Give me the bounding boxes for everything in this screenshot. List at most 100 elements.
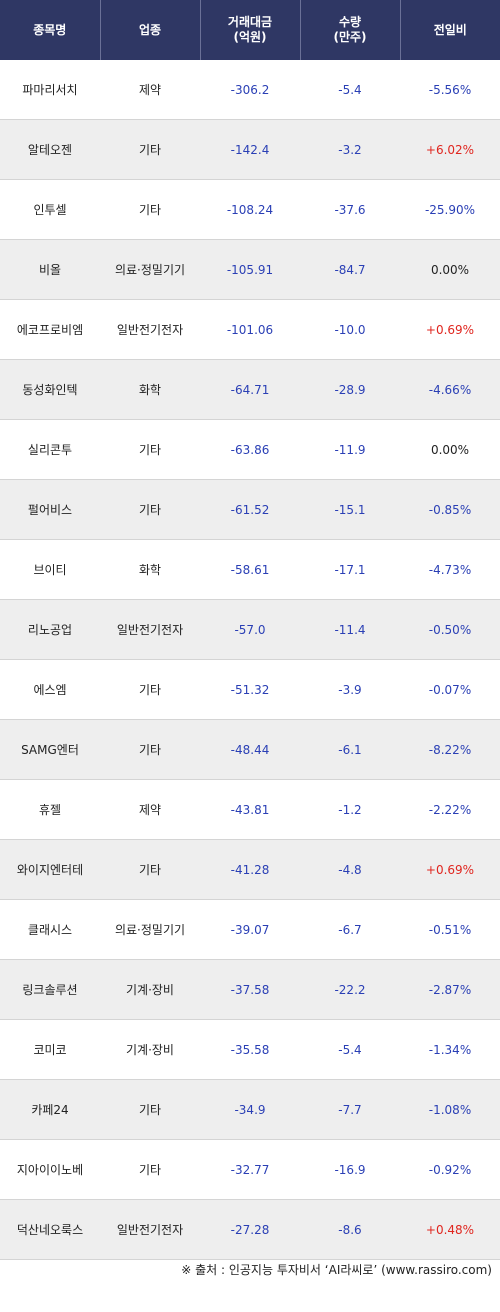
amount-cell: -51.32 bbox=[200, 659, 300, 720]
table-row: 인투셀 기타 -108.24 -37.6 -25.90% bbox=[0, 179, 500, 240]
table-row: 휴젤 제약 -43.81 -1.2 -2.22% bbox=[0, 779, 500, 840]
amount-cell: -35.58 bbox=[200, 1019, 300, 1080]
table-row: 알테오젠 기타 -142.4 -3.2 +6.02% bbox=[0, 119, 500, 180]
volume-cell: -17.1 bbox=[300, 539, 400, 600]
volume-cell: -3.9 bbox=[300, 659, 400, 720]
source-footer: ※ 출처 : 인공지능 투자비서 ‘AI라씨로’ (www.rassiro.co… bbox=[181, 1263, 492, 1277]
table-row: 브이티 화학 -58.61 -17.1 -4.73% bbox=[0, 539, 500, 600]
stock-name-cell: 파마리서치 bbox=[0, 60, 100, 120]
header-change: 전일비 bbox=[400, 0, 500, 60]
stock-name-cell: 알테오젠 bbox=[0, 119, 100, 180]
amount-cell: -34.9 bbox=[200, 1079, 300, 1140]
volume-cell: -15.1 bbox=[300, 479, 400, 540]
stock-name-cell: 와이지엔터테 bbox=[0, 839, 100, 900]
stock-name-cell: 브이티 bbox=[0, 539, 100, 600]
change-cell: +0.48% bbox=[400, 1199, 500, 1260]
table-row: 덕산네오룩스 일반전기전자 -27.28 -8.6 +0.48% bbox=[0, 1199, 500, 1260]
change-cell: +6.02% bbox=[400, 119, 500, 180]
volume-cell: -7.7 bbox=[300, 1079, 400, 1140]
table-row: 에코프로비엠 일반전기전자 -101.06 -10.0 +0.69% bbox=[0, 299, 500, 360]
volume-cell: -5.4 bbox=[300, 60, 400, 120]
amount-cell: -142.4 bbox=[200, 119, 300, 180]
stock-name-cell: 휴젤 bbox=[0, 779, 100, 840]
amount-cell: -101.06 bbox=[200, 299, 300, 360]
change-cell: -4.66% bbox=[400, 359, 500, 420]
volume-cell: -10.0 bbox=[300, 299, 400, 360]
change-cell: -5.56% bbox=[400, 60, 500, 120]
stock-name-cell: 펄어비스 bbox=[0, 479, 100, 540]
stock-name-cell: 비올 bbox=[0, 239, 100, 300]
table-row: 지아이이노베 기타 -32.77 -16.9 -0.92% bbox=[0, 1139, 500, 1200]
change-cell: -1.08% bbox=[400, 1079, 500, 1140]
table-row: 펄어비스 기타 -61.52 -15.1 -0.85% bbox=[0, 479, 500, 540]
sector-cell: 일반전기전자 bbox=[100, 1199, 200, 1260]
volume-cell: -6.1 bbox=[300, 719, 400, 780]
change-cell: -8.22% bbox=[400, 719, 500, 780]
volume-cell: -22.2 bbox=[300, 959, 400, 1020]
sector-cell: 기타 bbox=[100, 839, 200, 900]
amount-cell: -48.44 bbox=[200, 719, 300, 780]
table-row: 카페24 기타 -34.9 -7.7 -1.08% bbox=[0, 1079, 500, 1140]
table-row: 동성화인텍 화학 -64.71 -28.9 -4.66% bbox=[0, 359, 500, 420]
table-row: 비올 의료·정밀기기 -105.91 -84.7 0.00% bbox=[0, 239, 500, 300]
sector-cell: 일반전기전자 bbox=[100, 299, 200, 360]
stock-name-cell: 덕산네오룩스 bbox=[0, 1199, 100, 1260]
sector-cell: 일반전기전자 bbox=[100, 599, 200, 660]
amount-cell: -58.61 bbox=[200, 539, 300, 600]
volume-cell: -37.6 bbox=[300, 179, 400, 240]
amount-cell: -57.0 bbox=[200, 599, 300, 660]
stock-name-cell: 동성화인텍 bbox=[0, 359, 100, 420]
change-cell: -2.87% bbox=[400, 959, 500, 1020]
amount-cell: -64.71 bbox=[200, 359, 300, 420]
change-cell: -0.51% bbox=[400, 899, 500, 960]
table-row: 코미코 기계·장비 -35.58 -5.4 -1.34% bbox=[0, 1019, 500, 1080]
table-row: 실리콘투 기타 -63.86 -11.9 0.00% bbox=[0, 419, 500, 480]
header-volume: 수량 (만주) bbox=[300, 0, 401, 60]
stock-name-cell: 코미코 bbox=[0, 1019, 100, 1080]
header-row: 종목명 업종 거래대금 (억원) 수량 (만주) 전일비 bbox=[0, 0, 500, 60]
stock-name-cell: 카페24 bbox=[0, 1079, 100, 1140]
sector-cell: 기계·장비 bbox=[100, 959, 200, 1020]
header-name: 종목명 bbox=[0, 0, 101, 60]
amount-cell: -27.28 bbox=[200, 1199, 300, 1260]
stock-name-cell: 인투셀 bbox=[0, 179, 100, 240]
change-cell: 0.00% bbox=[400, 239, 500, 300]
stock-name-cell: 링크솔루션 bbox=[0, 959, 100, 1020]
header-sector: 업종 bbox=[100, 0, 201, 60]
volume-cell: -1.2 bbox=[300, 779, 400, 840]
stock-name-cell: 에코프로비엠 bbox=[0, 299, 100, 360]
stock-table: 종목명 업종 거래대금 (억원) 수량 (만주) 전일비 파마리서치 제약 -306.2… bbox=[0, 0, 500, 1260]
table-row: 클래시스 의료·정밀기기 -39.07 -6.7 -0.51% bbox=[0, 899, 500, 960]
table-row: 와이지엔터테 기타 -41.28 -4.8 +0.69% bbox=[0, 839, 500, 900]
amount-cell: -39.07 bbox=[200, 899, 300, 960]
change-cell: -4.73% bbox=[400, 539, 500, 600]
stock-name-cell: 클래시스 bbox=[0, 899, 100, 960]
change-cell: -0.92% bbox=[400, 1139, 500, 1200]
change-cell: +0.69% bbox=[400, 839, 500, 900]
sector-cell: 제약 bbox=[100, 60, 200, 120]
change-cell: 0.00% bbox=[400, 419, 500, 480]
sector-cell: 기타 bbox=[100, 179, 200, 240]
volume-cell: -16.9 bbox=[300, 1139, 400, 1200]
amount-cell: -105.91 bbox=[200, 239, 300, 300]
change-cell: -0.50% bbox=[400, 599, 500, 660]
volume-cell: -11.9 bbox=[300, 419, 400, 480]
table-row: 파마리서치 제약 -306.2 -5.4 -5.56% bbox=[0, 60, 500, 120]
sector-cell: 기타 bbox=[100, 719, 200, 780]
change-cell: +0.69% bbox=[400, 299, 500, 360]
sector-cell: 기타 bbox=[100, 659, 200, 720]
change-cell: -2.22% bbox=[400, 779, 500, 840]
sector-cell: 의료·정밀기기 bbox=[100, 899, 200, 960]
amount-cell: -32.77 bbox=[200, 1139, 300, 1200]
stock-name-cell: 에스엠 bbox=[0, 659, 100, 720]
volume-cell: -4.8 bbox=[300, 839, 400, 900]
sector-cell: 의료·정밀기기 bbox=[100, 239, 200, 300]
volume-cell: -28.9 bbox=[300, 359, 400, 420]
stock-name-cell: 리노공업 bbox=[0, 599, 100, 660]
amount-cell: -37.58 bbox=[200, 959, 300, 1020]
amount-cell: -306.2 bbox=[200, 60, 300, 120]
amount-cell: -108.24 bbox=[200, 179, 300, 240]
amount-cell: -43.81 bbox=[200, 779, 300, 840]
table-row: SAMG엔터 기타 -48.44 -6.1 -8.22% bbox=[0, 719, 500, 780]
